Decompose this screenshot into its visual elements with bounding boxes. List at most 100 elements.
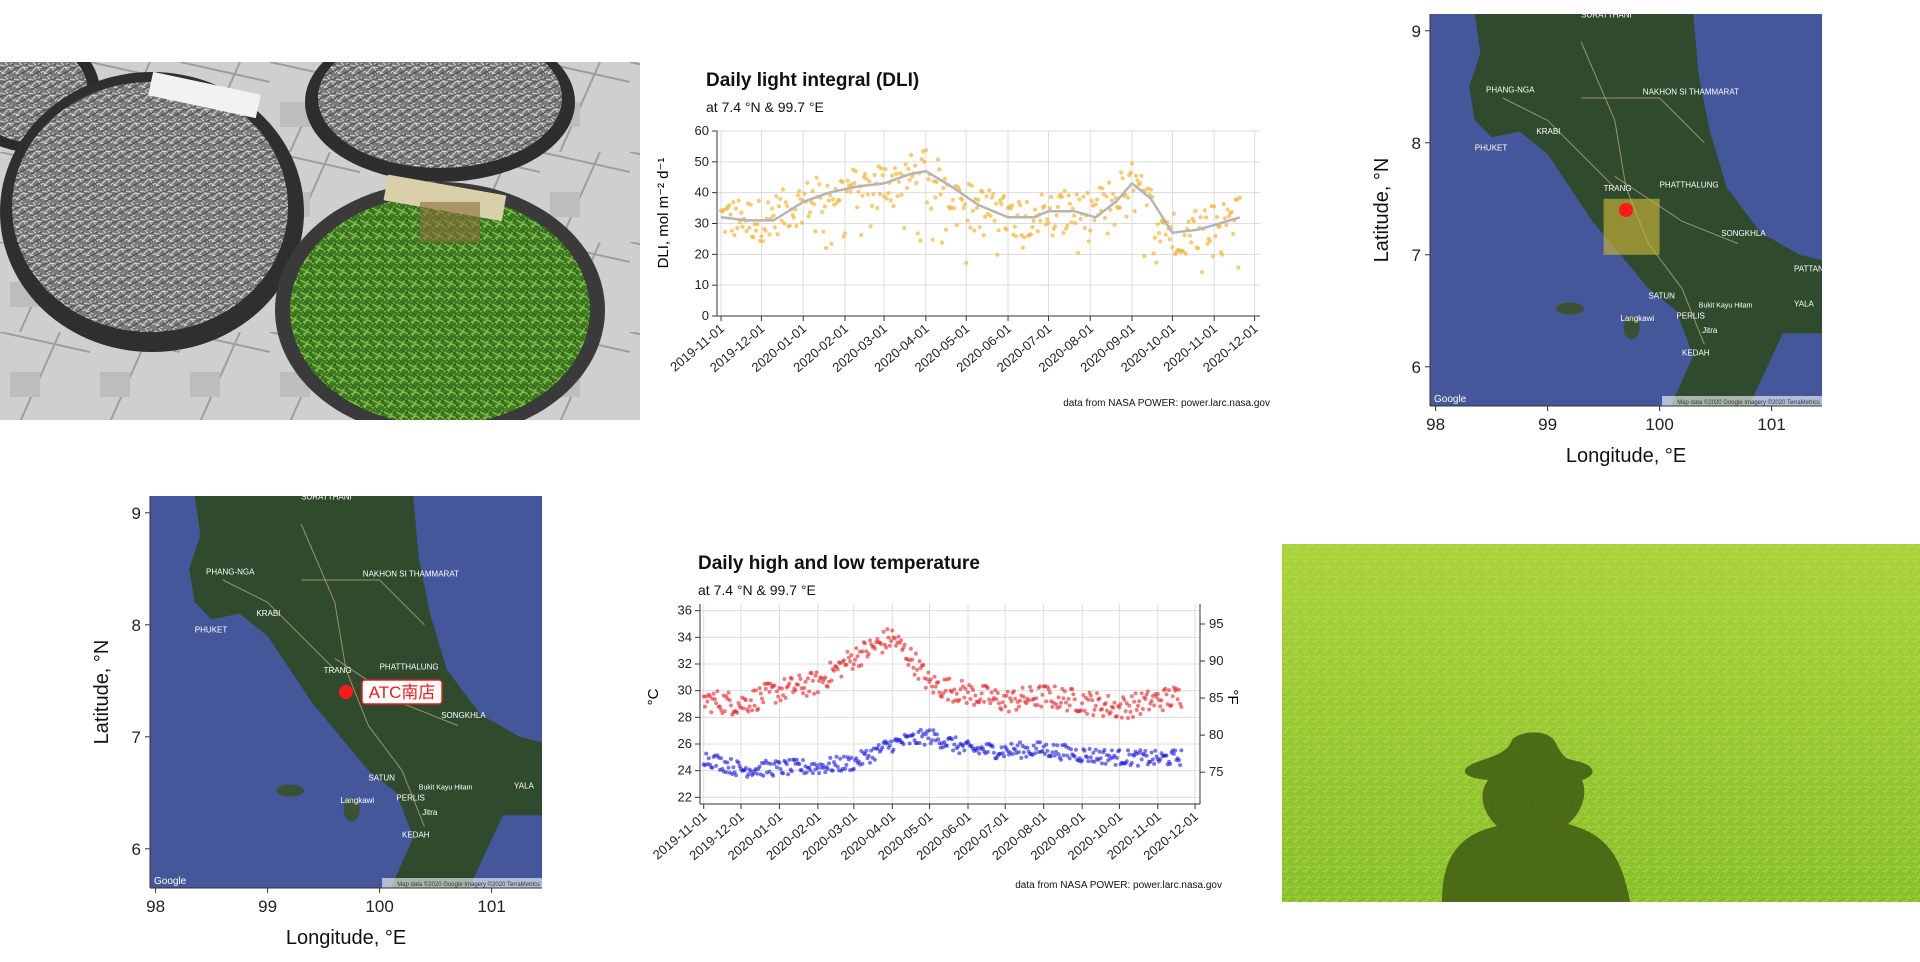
data-point [922,159,927,164]
data-point [757,764,762,769]
data-point [925,200,930,205]
data-point [1088,755,1093,760]
data-point [1158,757,1163,762]
map-x-tick-label: 98 [1426,415,1445,434]
data-point [805,180,810,185]
data-point [951,748,956,753]
data-point [928,741,933,746]
data-point [889,739,894,744]
data-point [778,767,783,771]
data-point [1071,692,1076,697]
data-point [825,183,830,188]
data-point [1113,762,1118,767]
map-place-label: SONGKHLA [1721,229,1766,238]
y-tick-label: 60 [695,123,709,138]
map-ylabel: Latitude, °N [91,640,113,745]
data-point [733,206,738,211]
data-point [1057,704,1062,709]
data-point [740,224,745,229]
data-point [735,226,740,231]
data-point [1004,693,1009,698]
data-point [1074,192,1079,197]
data-point [917,659,922,664]
y-tick-label: 24 [678,763,692,778]
data-point [894,643,898,648]
data-point [1175,697,1180,702]
data-point [753,688,758,693]
data-point [1067,756,1072,761]
data-point [731,765,736,770]
road [1502,97,1616,188]
data-point [1171,211,1176,216]
google-logo: Google [154,876,187,887]
data-point [1052,684,1057,689]
data-point [838,756,843,761]
data-point [719,707,724,712]
data-point [779,218,784,223]
data-point [794,224,799,229]
data-point [1122,697,1127,702]
data-point [1039,704,1044,709]
data-point [926,736,931,741]
data-point [921,663,926,667]
data-point [1212,204,1217,209]
map-place-label: PHANG-NGA [1486,85,1535,94]
data-point [943,688,948,693]
data-point [933,195,938,200]
data-point [987,188,992,193]
data-point [1152,703,1157,708]
data-point [896,179,901,184]
data-point [1167,237,1172,242]
data-point [1052,753,1057,758]
data-point [936,680,941,685]
data-point [989,195,994,200]
data-point [1086,759,1091,764]
data-point [1164,753,1169,758]
data-point [1200,270,1205,275]
data-point [1193,208,1198,214]
data-point [1119,715,1124,720]
data-point [727,203,732,208]
data-point [863,172,868,177]
data-point [798,677,803,681]
data-point [1109,198,1114,203]
data-point [926,177,931,182]
data-point [931,690,936,695]
data-point [995,252,1000,257]
data-point [920,734,925,739]
data-point [813,229,818,234]
data-point [934,179,939,184]
data-point [726,690,731,695]
data-point [813,673,818,678]
data-point [1006,709,1011,714]
data-point [913,163,918,168]
data-point [891,747,896,752]
data-point [1024,199,1029,205]
map-x-tick-label: 101 [477,897,505,916]
data-point [961,744,965,748]
data-point [767,769,772,774]
data-point [1012,224,1017,229]
temperature-chart: Daily high and low temperature at 7.4 °N… [645,553,1241,891]
y-tick-label: 40 [695,185,709,200]
data-point [892,636,897,641]
map-ylabel: Latitude, °N [1371,158,1393,263]
dli-chart-panel: Daily light integral (DLI) at 7.4 °N & 9… [650,55,1280,420]
data-point [990,744,995,749]
data-point [1097,749,1102,754]
data-point [891,204,896,209]
map-top-panel: SURATTHANI PHANG-NGA NAKHON SI THAMMARAT KR… [1370,0,1830,470]
map-xlabel: Longitude, °E [286,927,406,949]
data-point [968,697,973,701]
data-point [778,196,783,201]
data-point [965,218,970,223]
data-point [899,192,904,197]
data-point [812,691,817,696]
data-point [972,702,977,707]
data-point [1050,704,1055,709]
data-point [1087,747,1092,751]
data-point [784,762,789,767]
data-point [1092,759,1097,764]
data-point [772,683,777,688]
data-point [783,695,788,700]
